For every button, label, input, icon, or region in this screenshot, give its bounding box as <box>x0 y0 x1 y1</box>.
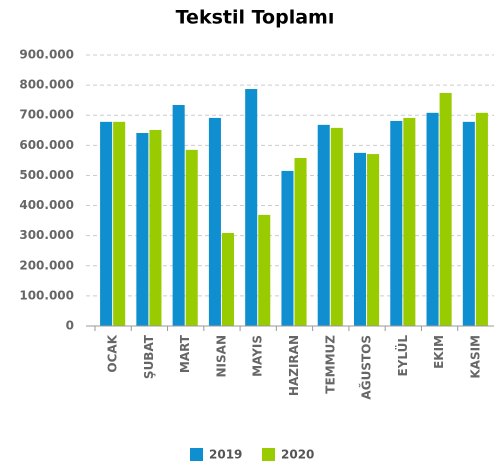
bar <box>258 214 271 326</box>
y-tick-label: 200.000 <box>19 258 74 272</box>
x-tick-label: KASIM <box>468 335 482 379</box>
bar <box>221 232 235 326</box>
bar <box>317 124 330 326</box>
y-tick-label: 800.000 <box>19 78 74 92</box>
y-tick-label: 700.000 <box>19 108 74 122</box>
x-tick-label: TEMMUZ <box>323 335 337 394</box>
x-tick-label: OCAK <box>106 334 120 372</box>
y-tick-label: 500.000 <box>19 168 74 182</box>
x-tick-label: EKIM <box>432 335 446 369</box>
x-tick-label: MART <box>178 334 192 373</box>
y-tick-label: 0 <box>66 319 74 333</box>
legend-label: 2020 <box>281 448 314 462</box>
x-tick-label: ŞUBAT <box>142 334 156 379</box>
legend-swatch <box>190 448 203 461</box>
bar <box>208 117 221 326</box>
x-tick-label: MAYIS <box>251 335 265 377</box>
bar <box>185 149 198 326</box>
y-tick-label: 300.000 <box>19 228 74 242</box>
bar <box>353 152 367 326</box>
x-tick-label: HAZIRAN <box>287 335 301 396</box>
y-tick-label: 400.000 <box>19 198 74 212</box>
bar <box>172 104 185 327</box>
bar <box>149 129 162 326</box>
bar <box>136 132 149 326</box>
bar <box>281 170 294 326</box>
y-tick-label: 600.000 <box>19 138 74 152</box>
x-tick-label: EYLÜL <box>395 335 410 377</box>
legend-label: 2019 <box>209 448 242 462</box>
y-tick-label: 100.000 <box>19 288 74 302</box>
bar <box>294 157 307 326</box>
chart-title: Tekstil Toplamı <box>176 7 335 29</box>
bar <box>113 121 126 326</box>
y-tick-label: 900.000 <box>19 48 74 62</box>
bar <box>245 89 258 326</box>
bar <box>100 121 113 326</box>
x-tick-label: NISAN <box>214 335 228 377</box>
bar <box>330 127 343 326</box>
bar <box>390 120 403 327</box>
legend-swatch <box>262 448 275 461</box>
bar <box>439 92 452 326</box>
bar <box>475 112 488 327</box>
bar <box>462 121 475 326</box>
bar <box>403 117 416 326</box>
x-tick-label: AĞUSTOS <box>359 335 374 400</box>
bar <box>367 154 380 326</box>
bar <box>426 112 439 327</box>
